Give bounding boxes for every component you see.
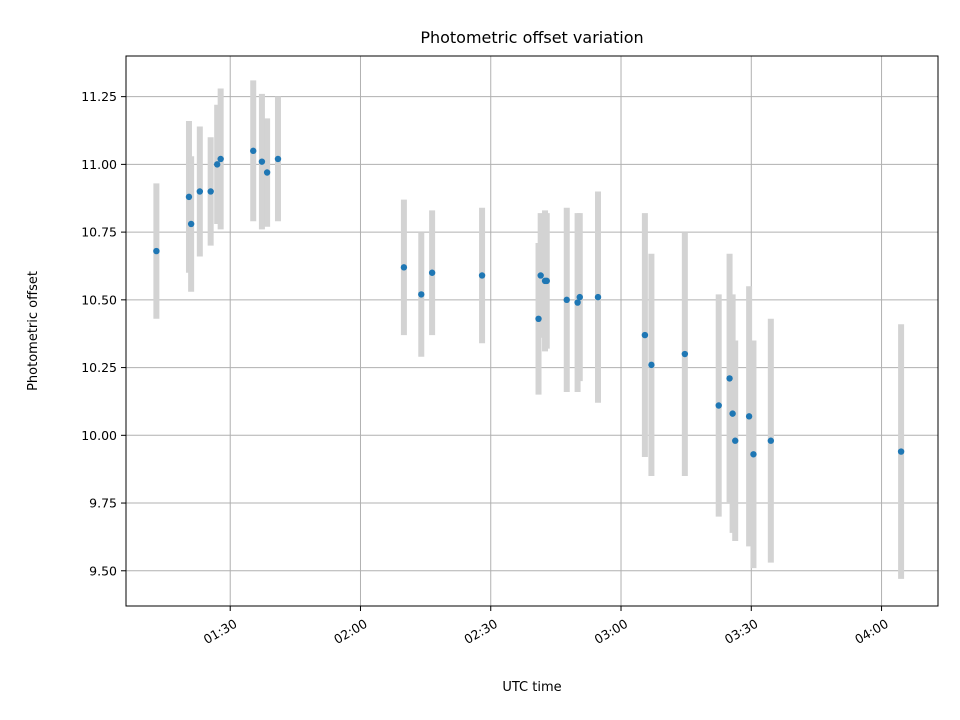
data-point	[648, 361, 655, 369]
data-point	[213, 161, 221, 168]
data-point	[187, 220, 195, 228]
data-point	[537, 272, 544, 279]
data-point	[715, 402, 722, 409]
data-point	[185, 193, 193, 201]
data-point	[274, 155, 282, 163]
data-point	[153, 247, 160, 255]
y-tick-label: 11.00	[81, 157, 117, 172]
data-point	[250, 147, 257, 155]
data-point	[729, 410, 736, 417]
data-point	[726, 375, 733, 382]
data-point	[535, 315, 542, 323]
data-point	[217, 155, 224, 163]
data-point	[478, 272, 486, 279]
y-tick-label: 9.50	[89, 563, 117, 578]
data-point	[641, 331, 649, 339]
data-point	[418, 291, 425, 298]
data-point	[681, 350, 689, 358]
y-tick-label: 11.25	[81, 89, 117, 104]
data-point	[543, 277, 550, 285]
data-point	[196, 188, 204, 195]
data-point	[750, 451, 757, 458]
y-tick-label: 10.75	[81, 225, 117, 240]
data-point	[207, 188, 214, 195]
data-point	[732, 437, 739, 444]
data-point	[897, 448, 905, 455]
y-axis-label: Photometric offset	[26, 271, 41, 391]
y-axis-ticks: 9.50 9.75 10.00 10.25 10.50 10.75 11.00 11.25	[81, 89, 126, 578]
chart-title: Photometric offset variation	[420, 28, 643, 47]
data-points	[153, 147, 905, 458]
data-point	[563, 296, 570, 304]
data-point	[258, 158, 266, 165]
data-point	[428, 269, 436, 276]
data-point	[594, 293, 602, 301]
y-tick-label: 10.00	[81, 428, 117, 443]
data-point	[574, 299, 581, 306]
x-axis-label: UTC time	[502, 680, 561, 695]
data-point	[400, 264, 408, 271]
plot-frame	[125, 55, 939, 607]
data-point	[263, 169, 271, 176]
y-tick-label: 10.50	[81, 292, 117, 307]
y-tick-label: 10.25	[81, 360, 117, 375]
y-tick-label: 9.75	[89, 496, 117, 511]
data-point	[576, 293, 583, 301]
data-point	[767, 437, 775, 444]
data-point	[745, 413, 753, 420]
